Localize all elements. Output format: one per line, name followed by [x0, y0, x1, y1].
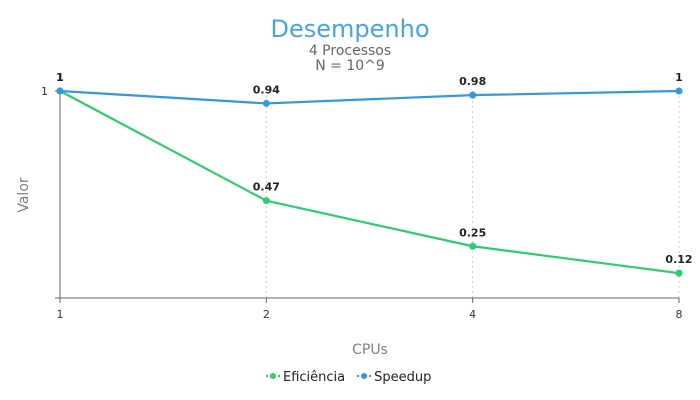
grid-lines: [265, 91, 680, 298]
data-point-speedup: [56, 87, 64, 95]
data-point-efici-ncia: [469, 242, 477, 250]
data-label-efici-ncia: 0.25: [459, 226, 486, 239]
series-line-speedup: [59, 89, 680, 105]
data-label-speedup: 0.98: [459, 75, 486, 88]
legend-label-efici-ncia: Eficiência: [283, 370, 345, 385]
x-tick-label: 8: [676, 308, 683, 321]
data-point-efici-ncia: [675, 269, 683, 277]
data-label-speedup: 0.94: [253, 83, 280, 96]
data-point-speedup: [469, 91, 477, 99]
series-line-efici-ncia: [59, 90, 680, 275]
data-label-efici-ncia: 0.47: [253, 181, 280, 194]
series-lines: [56, 87, 683, 277]
data-point-speedup: [675, 87, 683, 95]
y-tick-label: 1: [41, 85, 48, 98]
x-axis-label: CPUs: [352, 342, 388, 358]
x-tick-label: 4: [469, 308, 476, 321]
chart-title: Desempenho: [271, 15, 430, 43]
x-tick-label: 2: [263, 308, 270, 321]
data-label-efici-ncia: 1: [56, 71, 64, 84]
axes: 1 1 2 4 8: [41, 85, 683, 321]
legend-label-speedup: Speedup: [374, 370, 431, 385]
chart-subtitle-line-2: N = 10^9: [315, 58, 385, 74]
chart-subtitle-line-1: 4 Processos: [309, 43, 391, 59]
legend-marker-efici-ncia: [270, 373, 276, 379]
data-point-speedup: [262, 99, 270, 107]
data-point-efici-ncia: [262, 197, 270, 205]
data-label-efici-ncia: 0.12: [665, 253, 692, 266]
data-label-speedup: 1: [675, 71, 683, 84]
legend: Eficiência Speedup: [266, 370, 431, 385]
data-label-speedup: 1: [56, 71, 64, 84]
legend-marker-speedup: [361, 373, 368, 379]
x-tick-label: 1: [57, 308, 64, 321]
y-axis-label: Valor: [16, 177, 32, 213]
